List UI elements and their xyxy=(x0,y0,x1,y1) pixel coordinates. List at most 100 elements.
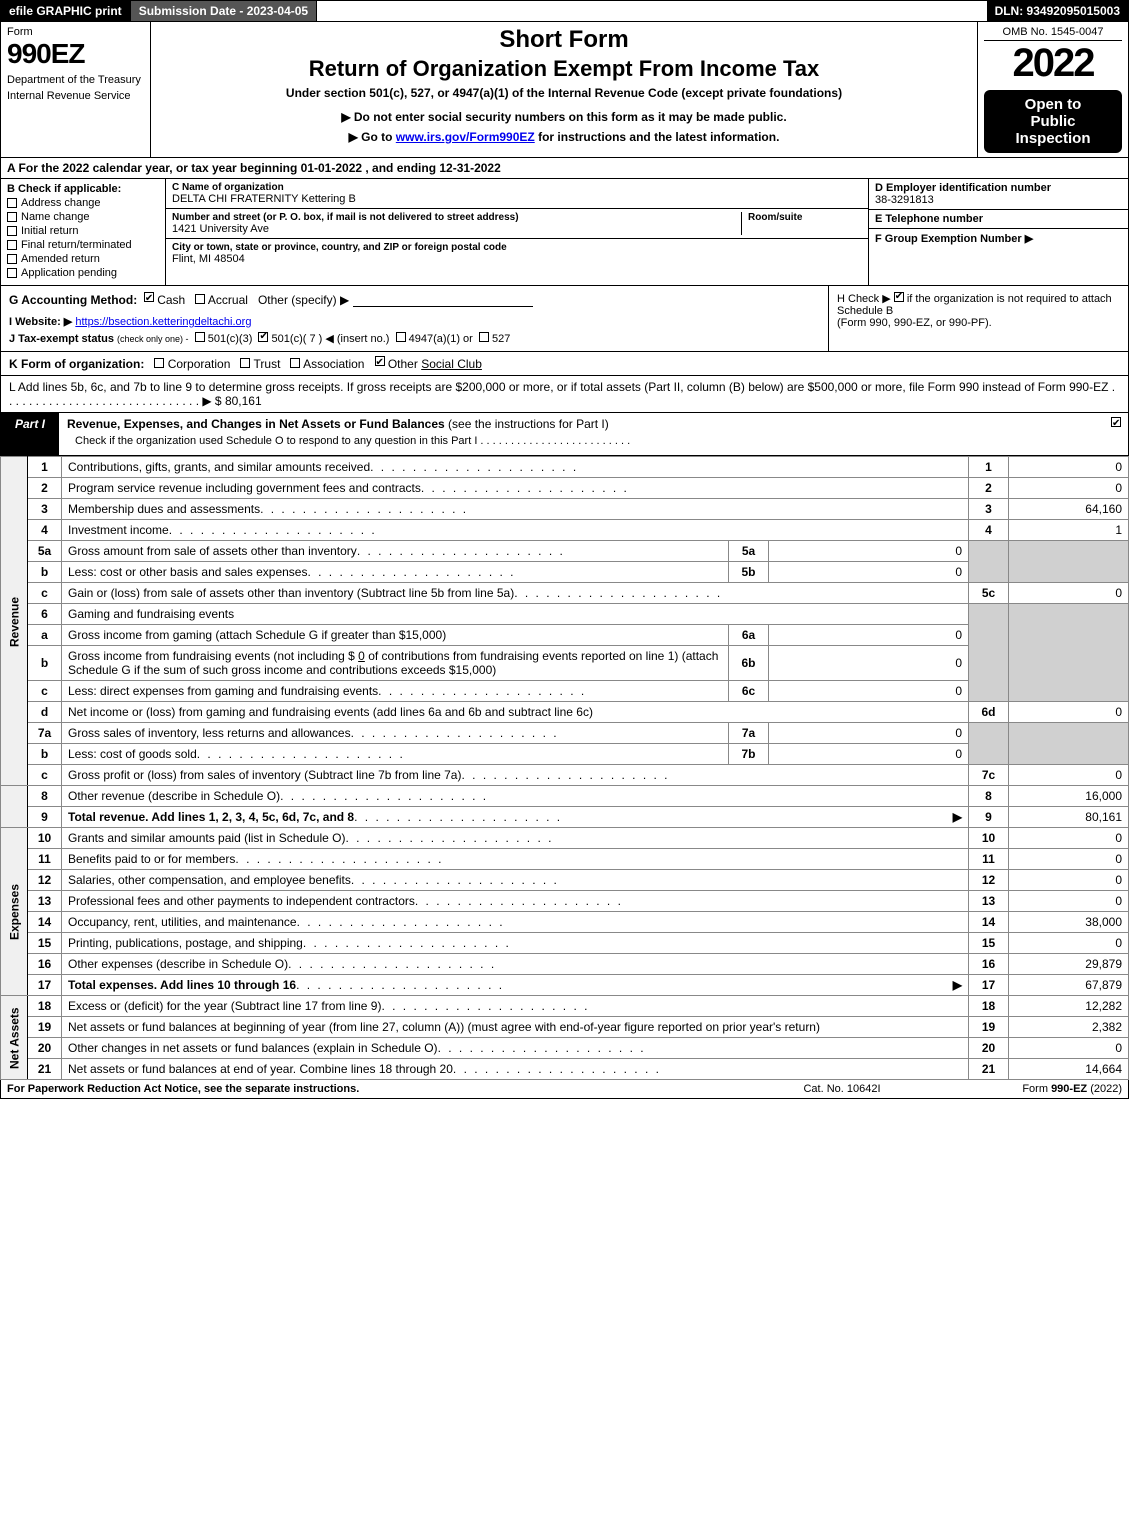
line-l-gross-receipts: L Add lines 5b, 6c, and 7b to line 9 to … xyxy=(0,376,1129,413)
h-text1: H Check ▶ xyxy=(837,293,894,305)
chk-4947[interactable] xyxy=(396,332,406,342)
row17-ln: 17 xyxy=(969,975,1009,996)
row16-ln: 16 xyxy=(969,954,1009,975)
group-exemption-label: F Group Exemption Number ▶ xyxy=(875,232,1122,245)
phone-label: E Telephone number xyxy=(875,213,1122,225)
efile-print-label[interactable]: efile GRAPHIC print xyxy=(1,1,131,21)
line-g-accounting: G Accounting Method: Cash Accrual Other … xyxy=(9,292,820,307)
city-value: Flint, MI 48504 xyxy=(172,253,862,265)
row10-ln: 10 xyxy=(969,828,1009,849)
chk-schedule-b-not-required[interactable] xyxy=(894,292,904,302)
row10-amt: 0 xyxy=(1009,828,1129,849)
j-sub: (check only one) - xyxy=(117,334,189,344)
row8-amt: 16,000 xyxy=(1009,786,1129,807)
row2-num: 2 xyxy=(28,478,62,499)
website-link[interactable]: https://bsection.ketteringdeltachi.org xyxy=(75,316,251,328)
row2-ln: 2 xyxy=(969,478,1009,499)
return-title: Return of Organization Exempt From Incom… xyxy=(159,56,969,82)
gh-left: G Accounting Method: Cash Accrual Other … xyxy=(1,286,828,351)
footer-catno: Cat. No. 10642I xyxy=(742,1083,942,1095)
chk-trust[interactable] xyxy=(240,358,250,368)
page-footer: For Paperwork Reduction Act Notice, see … xyxy=(0,1080,1129,1099)
g-label: G Accounting Method: xyxy=(9,293,137,307)
chk-other-org[interactable] xyxy=(375,356,385,366)
row7a-text: Gross sales of inventory, less returns a… xyxy=(68,726,351,740)
lbl-other: Other (specify) ▶ xyxy=(258,293,349,307)
part-i-tab: Part I xyxy=(1,413,59,455)
org-name-label: C Name of organization xyxy=(172,182,862,193)
other-specify-blank[interactable] xyxy=(353,295,533,307)
lbl-name-change: Name change xyxy=(21,211,90,223)
row14-desc: Occupancy, rent, utilities, and maintena… xyxy=(62,912,969,933)
row5b-subamt: 0 xyxy=(769,562,969,583)
chk-501c[interactable] xyxy=(258,332,268,342)
row6-shade-ln xyxy=(969,604,1009,702)
open-to-public-badge: Open to Public Inspection xyxy=(984,90,1122,153)
chk-final-return[interactable] xyxy=(7,240,17,250)
row7b-subamt: 0 xyxy=(769,744,969,765)
row21-desc: Net assets or fund balances at end of ye… xyxy=(62,1059,969,1080)
row6b-num: b xyxy=(28,646,62,681)
row6-shade-amt xyxy=(1009,604,1129,702)
chk-application-pending[interactable] xyxy=(7,268,17,278)
row20-text: Other changes in net assets or fund bala… xyxy=(68,1041,438,1055)
header-left: Form 990EZ Department of the Treasury In… xyxy=(1,22,151,157)
row7c-num: c xyxy=(28,765,62,786)
row5b-desc: Less: cost or other basis and sales expe… xyxy=(62,562,729,583)
row11-text: Benefits paid to or for members xyxy=(68,852,235,866)
row6c-num: c xyxy=(28,681,62,702)
chk-association[interactable] xyxy=(290,358,300,368)
row4-text: Investment income xyxy=(68,523,169,537)
row19-num: 19 xyxy=(28,1017,62,1038)
row5b-num: b xyxy=(28,562,62,583)
row17-amt: 67,879 xyxy=(1009,975,1129,996)
row6d-desc: Net income or (loss) from gaming and fun… xyxy=(62,702,969,723)
open-line3: Inspection xyxy=(988,130,1118,147)
row17-num: 17 xyxy=(28,975,62,996)
tax-year: 2022 xyxy=(984,41,1122,86)
chk-initial-return[interactable] xyxy=(7,226,17,236)
line-k-form-of-org: K Form of organization: Corporation Trus… xyxy=(0,352,1129,376)
row16-num: 16 xyxy=(28,954,62,975)
chk-amended-return[interactable] xyxy=(7,254,17,264)
chk-schedule-o-used[interactable] xyxy=(1111,417,1121,427)
chk-527[interactable] xyxy=(479,332,489,342)
row20-amt: 0 xyxy=(1009,1038,1129,1059)
row3-text: Membership dues and assessments xyxy=(68,502,260,516)
lbl-address-change: Address change xyxy=(21,197,101,209)
row6d-amt: 0 xyxy=(1009,702,1129,723)
row9-desc: Total revenue. Add lines 1, 2, 3, 4, 5c,… xyxy=(62,807,969,828)
row5c-text: Gain or (loss) from sale of assets other… xyxy=(68,586,514,600)
k-label: K Form of organization: xyxy=(9,357,144,371)
row15-ln: 15 xyxy=(969,933,1009,954)
goto-link[interactable]: www.irs.gov/Form990EZ xyxy=(396,130,535,144)
lbl-other-org: Other xyxy=(388,357,418,371)
lbl-501c3: 501(c)(3) xyxy=(208,333,253,345)
row7b-desc: Less: cost of goods sold xyxy=(62,744,729,765)
city-label: City or town, state or province, country… xyxy=(172,242,862,253)
lbl-accrual: Accrual xyxy=(208,293,248,307)
row7b-sub: 7b xyxy=(729,744,769,765)
dept-irs: Internal Revenue Service xyxy=(7,90,144,102)
row5ab-shade-ln xyxy=(969,541,1009,583)
chk-address-change[interactable] xyxy=(7,198,17,208)
chk-501c3[interactable] xyxy=(195,332,205,342)
part-i-title-sub: (see the instructions for Part I) xyxy=(448,417,609,431)
lbl-corporation: Corporation xyxy=(168,357,231,371)
row11-ln: 11 xyxy=(969,849,1009,870)
chk-cash[interactable] xyxy=(144,292,154,302)
row6a-sub: 6a xyxy=(729,625,769,646)
lbl-cash: Cash xyxy=(157,293,185,307)
ein-label: D Employer identification number xyxy=(875,182,1122,194)
row6a-num: a xyxy=(28,625,62,646)
part-i-desc: Revenue, Expenses, and Changes in Net As… xyxy=(59,413,1104,455)
chk-accrual[interactable] xyxy=(195,294,205,304)
row10-num: 10 xyxy=(28,828,62,849)
row6a-desc: Gross income from gaming (attach Schedul… xyxy=(62,625,729,646)
row13-amt: 0 xyxy=(1009,891,1129,912)
chk-corporation[interactable] xyxy=(154,358,164,368)
ein-value: 38-3291813 xyxy=(875,194,1122,206)
row5a-text: Gross amount from sale of assets other t… xyxy=(68,544,357,558)
row21-ln: 21 xyxy=(969,1059,1009,1080)
chk-name-change[interactable] xyxy=(7,212,17,222)
